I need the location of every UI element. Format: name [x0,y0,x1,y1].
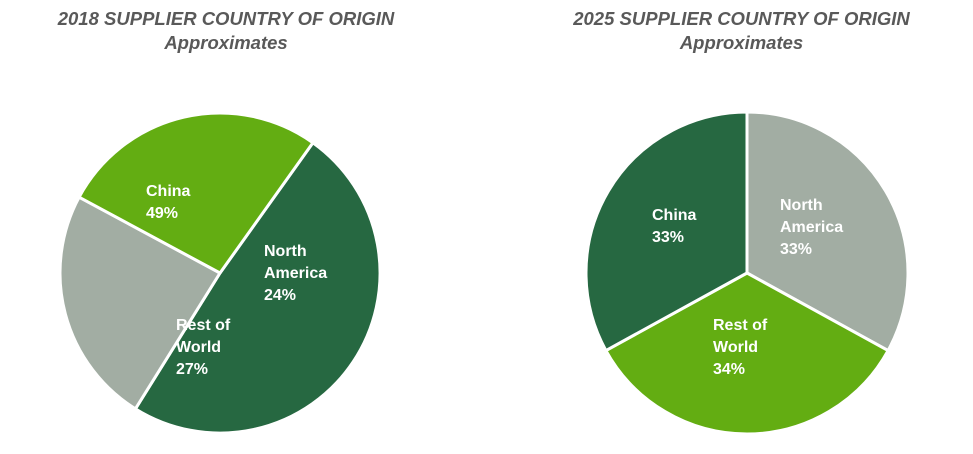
slice-label-line: America [264,265,327,282]
slice-label: China 33% [652,207,697,246]
pie-slice-rest-of [77,111,315,275]
slice-label-line: Rest of [713,317,768,334]
slice-label-line: 34% [713,361,745,378]
pie-chart-2025: 2025 SUPPLIER COUNTRY OF ORIGIN Approxim… [486,0,973,454]
slice-label-line: World [176,339,221,356]
pie-slice-north [58,195,222,411]
pie-slice-china [133,141,382,435]
pie-slice-china [584,110,749,353]
slice-label: North America 24% [264,243,327,304]
slice-label-line: 33% [780,241,812,258]
chart-subtitle: Approximates [679,32,804,53]
slice-label-line: 27% [176,361,208,378]
slice-label-line: China [146,183,191,200]
slice-label: Rest of World 27% [176,317,231,378]
slice-label-line: World [713,339,758,356]
pie-chart-2018: 2018 SUPPLIER COUNTRY OF ORIGIN Approxim… [0,0,486,454]
chart-title: 2025 SUPPLIER COUNTRY OF ORIGIN [573,8,910,29]
slice-label-line: 24% [264,287,296,304]
slice-label-line: China [652,207,697,224]
slice-label-line: 33% [652,229,684,246]
pie-plot-2018: China 49% North America 24% Rest of World 27% [58,111,382,435]
slice-label-line: North [780,197,823,214]
chart-title: 2018 SUPPLIER COUNTRY OF ORIGIN [57,8,395,29]
slice-label-line: Rest of [176,317,231,334]
slice-label: North America 33% [780,197,843,258]
slice-label-line: 49% [146,205,178,222]
pie-slice-north [745,110,910,353]
slice-label: Rest of World 34% [713,317,768,378]
slice-label-line: North [264,243,307,260]
slice-label: China 49% [146,183,191,222]
slice-label-line: America [780,219,843,236]
pie-plot-2025: North America 33% Rest of World 34% China 33% [584,110,910,436]
chart-subtitle: Approximates [164,32,288,53]
